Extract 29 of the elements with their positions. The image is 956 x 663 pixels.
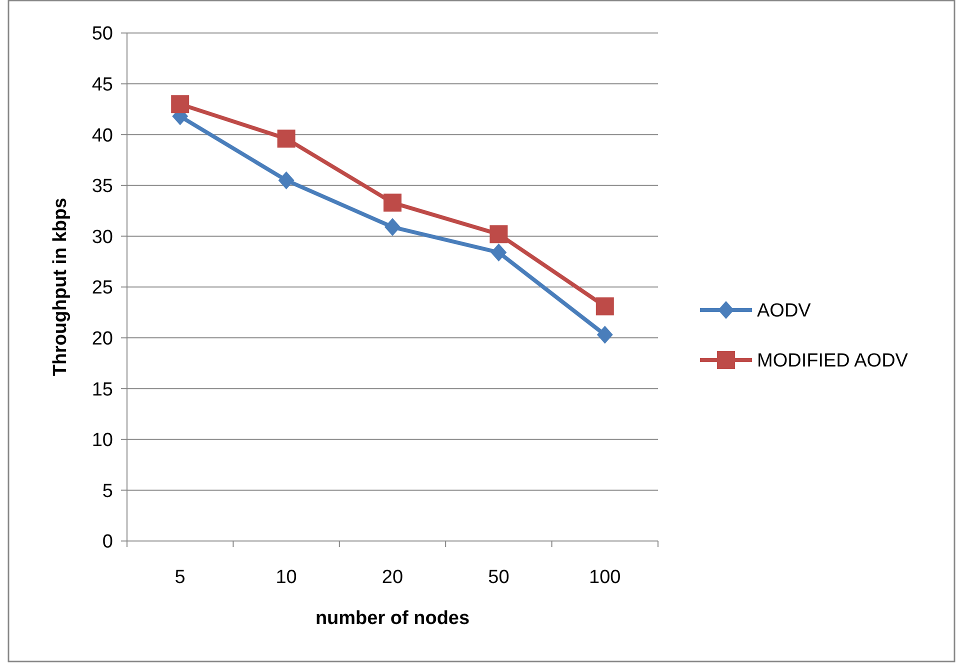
point <box>596 326 613 344</box>
y-tick-label: 35 <box>92 176 113 198</box>
point <box>278 171 294 190</box>
x-tick-label: 100 <box>589 567 621 588</box>
y-tick-label: 5 <box>102 480 113 502</box>
point <box>277 130 296 148</box>
point <box>171 95 190 114</box>
y-tick-label: 45 <box>92 74 113 96</box>
x-tick-label: 20 <box>382 567 404 588</box>
y-tick-label: 50 <box>92 24 113 45</box>
x-axis-title: number of nodes <box>315 608 470 629</box>
y-tick-label: 20 <box>92 328 113 350</box>
y-axis-title: Throughput in kbps <box>50 198 71 376</box>
y-tick-label: 15 <box>92 379 113 400</box>
point <box>384 218 400 236</box>
y-tick-label: 40 <box>92 125 113 146</box>
y-tick-label: 0 <box>102 532 113 553</box>
x-tick-label: 5 <box>174 567 186 588</box>
y-tick-label: 10 <box>92 430 113 452</box>
point <box>490 243 507 262</box>
legend-label: MODIFIED AODV <box>757 350 908 372</box>
y-tick-label: 30 <box>92 226 113 248</box>
y-tick-label: 25 <box>92 278 113 299</box>
x-tick-label: 50 <box>488 567 510 588</box>
point <box>596 297 614 316</box>
x-tick-label: 10 <box>276 567 297 588</box>
point <box>384 194 402 212</box>
point <box>490 225 508 244</box>
legend-label: AODV <box>757 300 812 322</box>
